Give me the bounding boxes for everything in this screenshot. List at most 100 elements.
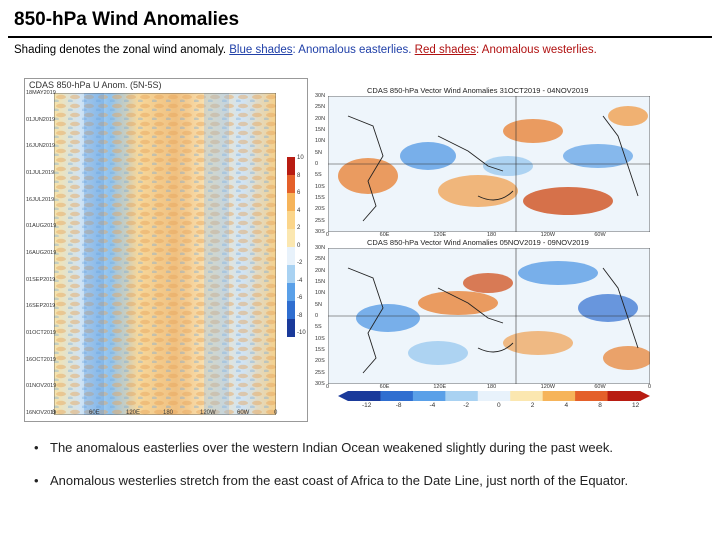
hovmoller-date-tick-10: 16OCT2019 [26, 356, 56, 363]
wind-colorbar [338, 391, 650, 401]
map-1-lat-tick-10: 20S [315, 206, 325, 213]
hovmoller-date-tick-5: 01AUG2019 [26, 223, 57, 230]
hovmoller-colorbar-label-2: 6 [297, 190, 301, 196]
colorbar-label-6: 4 [564, 402, 569, 409]
hovmoller-colorbar-label-3: 4 [297, 207, 301, 214]
colorbar-label-3: -2 [463, 402, 470, 409]
map-2-lon-tick-4: 120W [540, 384, 556, 390]
colorbar-cell-7 [575, 391, 609, 401]
hovmoller-lon-tick-6: 0 [274, 410, 278, 416]
map-2-lat-tick-6: 0 [315, 313, 319, 319]
hovmoller-lon-tick-0: 0 [52, 410, 56, 416]
hovmoller-colorbar-label-10: -10 [297, 330, 306, 336]
colorbar-cell-0 [348, 391, 381, 401]
hovmoller-date-tick-3: 01JUL2019 [26, 170, 55, 176]
map-2-lon-tick-6: 0 [648, 384, 652, 390]
map-2-lon-tick-1: 60E [379, 384, 390, 390]
hovmoller-date-tick-11: 01NOV2019 [26, 383, 57, 390]
map-2-lat-tick-12: 30S [315, 381, 325, 387]
colorbar-cell-1 [380, 391, 414, 401]
red-shades-desc: : Anomalous westerlies. [476, 44, 597, 56]
hovmoller-colorbar-label-1: 8 [297, 172, 301, 179]
map-2-title: CDAS 850-hPa Vector Wind Anomalies 05NOV… [367, 238, 589, 247]
red-shades-key: Red shades [414, 44, 477, 56]
hovmoller-colorbar-label-4: 2 [297, 225, 301, 231]
hovmoller-plot [54, 93, 276, 415]
colorbar-cell-3 [445, 391, 479, 401]
subtitle: Shading denotes the zonal wind anomaly. … [14, 44, 597, 56]
hovmoller-colorbar-label-5: 0 [297, 242, 301, 249]
map-1-lon-tick-0: 0 [326, 232, 330, 238]
bullet-2-marker: • [34, 473, 39, 488]
colorbar-label-4: 0 [497, 402, 501, 409]
map-2-lat-tick-9: 15S [315, 347, 325, 353]
map-1-lat-tick-0: 30N [315, 93, 326, 99]
map-2-plot [328, 248, 650, 384]
hovmoller-date-tick-9: 01OCT2019 [26, 330, 56, 336]
colorbar-cell-2 [412, 391, 446, 401]
bullet-1: • The anomalous easterlies over the weste… [34, 440, 613, 455]
hovmoller-lon-tick-3: 180 [163, 410, 174, 416]
hovmoller-panel: CDAS 850-hPa U Anom. (5N-5S) 18MAY2019 0 [24, 78, 308, 422]
bullet-1-marker: • [34, 440, 39, 455]
hovmoller-colorbar-label-6: -2 [297, 260, 303, 266]
hovmoller-date-tick-2: 16JUN2019 [26, 143, 56, 150]
bullet-2-text: Anomalous westerlies stretch from the ea… [50, 473, 629, 488]
hovmoller-lon-tick-5: 60W [237, 410, 250, 416]
hovmoller-date-tick-4: 16JUL2019 [26, 196, 55, 203]
map-2-lat-tick-2: 20N [315, 267, 326, 274]
hovmoller-label: CDAS 850-hPa U Anom. (5N-5S) [29, 80, 162, 90]
map-2-lat-tick-1: 25N [315, 256, 326, 263]
map-1-lon-tick-3: 180 [487, 232, 497, 238]
colorbar-label-5: 2 [530, 402, 535, 409]
map-1-lat-tick-8: 10S [315, 183, 325, 190]
map-1-lat-tick-6: 0 [315, 161, 319, 167]
map-1-lat-tick-7: 5S [315, 172, 322, 179]
hovmoller-colorbar-label-7: -4 [297, 277, 303, 284]
map-2-lat-tick-7: 5S [315, 324, 322, 331]
hovmoller-date-tick-0: 18MAY2019 [26, 90, 56, 96]
map-2-lat-tick-0: 30N [315, 245, 326, 251]
colorbar-cell-4 [477, 391, 511, 401]
hovmoller-colorbar-label-9: -8 [297, 312, 303, 319]
hovmoller-date-tick-8: 16SEP2019 [26, 303, 56, 310]
hovmoller-date-tick-7: 01SEP2019 [26, 276, 56, 283]
wind-map-1: CDAS 850-hPa Vector Wind Anomalies 31OCT… [312, 86, 656, 238]
hovmoller-colorbar-label-0: 10 [297, 155, 304, 161]
map-1-plot [328, 96, 650, 232]
map-2-lat-tick-11: 25S [315, 369, 325, 376]
hovmoller-lon-tick-1: 60E [89, 410, 100, 416]
blue-shades-key: Blue shades [229, 44, 293, 56]
hovmoller-colorbar [287, 157, 295, 337]
colorbar-label-8: 12 [632, 402, 640, 409]
colorbar-cell-5 [510, 391, 544, 401]
colorbar-label-0: -12 [362, 402, 372, 409]
map-1-lat-tick-11: 25S [315, 217, 325, 224]
map-1-lat-tick-1: 25N [315, 104, 326, 111]
hovmoller-date-tick-6: 16AUG2019 [26, 250, 57, 256]
hovmoller-lon-tick-2: 120E [126, 410, 141, 416]
colorbar-label-7: 8 [598, 402, 602, 409]
map-1-lat-tick-9: 15S [315, 195, 325, 201]
bullet-2: • Anomalous westerlies stretch from the e… [34, 473, 628, 488]
map-2-lon-tick-5: 60W [594, 384, 606, 390]
map-2-lat-tick-8: 10S [315, 335, 325, 342]
map-1-lon-tick-4: 120W [540, 232, 556, 238]
map-2-lat-tick-10: 20S [315, 358, 325, 365]
subtitle-lead: Shading denotes the zonal wind anomaly. [14, 44, 227, 56]
colorbar-label-2: -4 [429, 402, 436, 409]
map-1-lat-tick-5: 5N [315, 149, 323, 156]
bullet-1-text: The anomalous easterlies over the wester… [50, 440, 613, 455]
map-1-lon-tick-1: 60E [379, 232, 390, 238]
map-2-lon-tick-2: 120E [433, 384, 447, 390]
map-2-lat-tick-3: 15N [315, 279, 326, 285]
hovmoller-colorbar-label-8: -6 [297, 295, 303, 301]
map-1-title: CDAS 850-hPa Vector Wind Anomalies 31OCT… [367, 86, 589, 95]
title-divider [8, 36, 712, 38]
slide-title: 850-hPa Wind Anomalies [14, 9, 240, 30]
colorbar-label-1: -8 [395, 402, 402, 409]
map-1-lat-tick-3: 15N [315, 127, 326, 133]
map-1-lon-tick-5: 60W [594, 232, 606, 238]
blue-shades-desc: : Anomalous easterlies. [292, 44, 412, 56]
hovmoller-lon-tick-4: 120W [200, 410, 216, 416]
